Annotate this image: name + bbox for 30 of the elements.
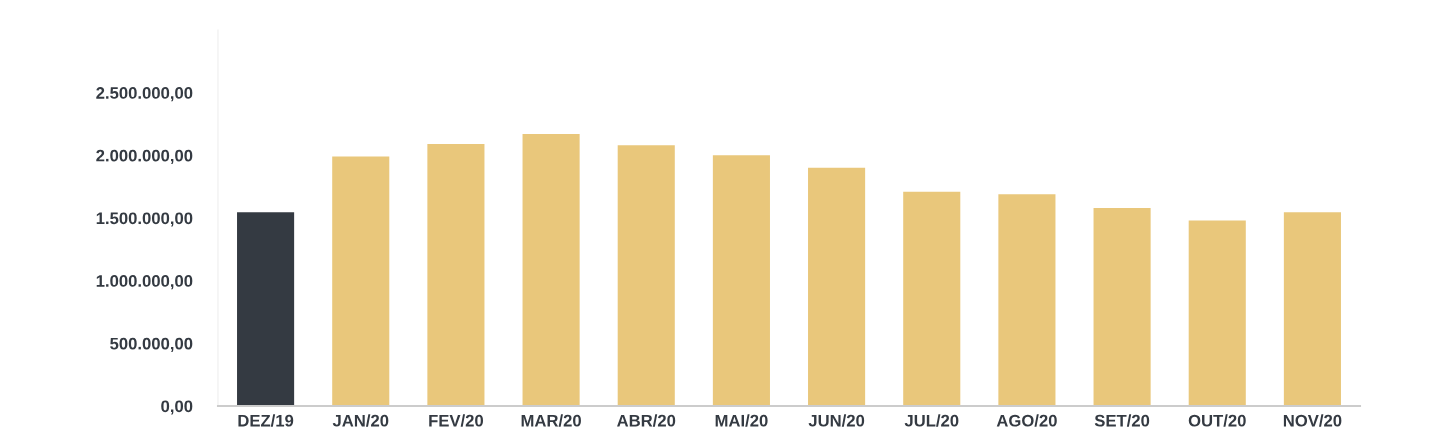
y-tick-label: 2.500.000,00: [96, 87, 193, 102]
bar: [903, 191, 961, 406]
x-tick-label: DEZ/19: [238, 414, 294, 427]
bar: [1283, 212, 1341, 406]
x-tick-label: ABR/20: [617, 414, 676, 427]
bar: [617, 145, 675, 406]
x-tick-label: MAR/20: [521, 414, 581, 427]
y-tick-label: 500.000,00: [110, 337, 193, 352]
x-tick-label: JUN/20: [808, 414, 865, 427]
x-tick-label: JAN/20: [332, 414, 389, 427]
bar: [1188, 220, 1246, 406]
bar: [998, 194, 1056, 406]
x-tick-label: NOV/20: [1283, 414, 1342, 427]
bar: [237, 212, 295, 406]
bar: [712, 155, 770, 406]
bar: [332, 156, 390, 406]
x-tick-label: FEV/20: [429, 414, 484, 427]
x-tick-label: SET/20: [1094, 414, 1150, 427]
bar: [522, 134, 580, 406]
x-tick-label: AGO/20: [996, 414, 1057, 427]
y-tick-label: 0,00: [161, 400, 193, 415]
x-tick-label: MAI/20: [715, 414, 768, 427]
x-tick-label: OUT/20: [1188, 414, 1246, 427]
y-tick-label: 1.000.000,00: [96, 275, 193, 290]
y-tick-label: 1.500.000,00: [96, 212, 193, 227]
bar: [427, 144, 485, 406]
bar: [808, 167, 866, 406]
y-tick-label: 2.000.000,00: [96, 149, 193, 164]
bar: [1093, 207, 1151, 406]
x-tick-label: JUL/20: [904, 414, 959, 427]
